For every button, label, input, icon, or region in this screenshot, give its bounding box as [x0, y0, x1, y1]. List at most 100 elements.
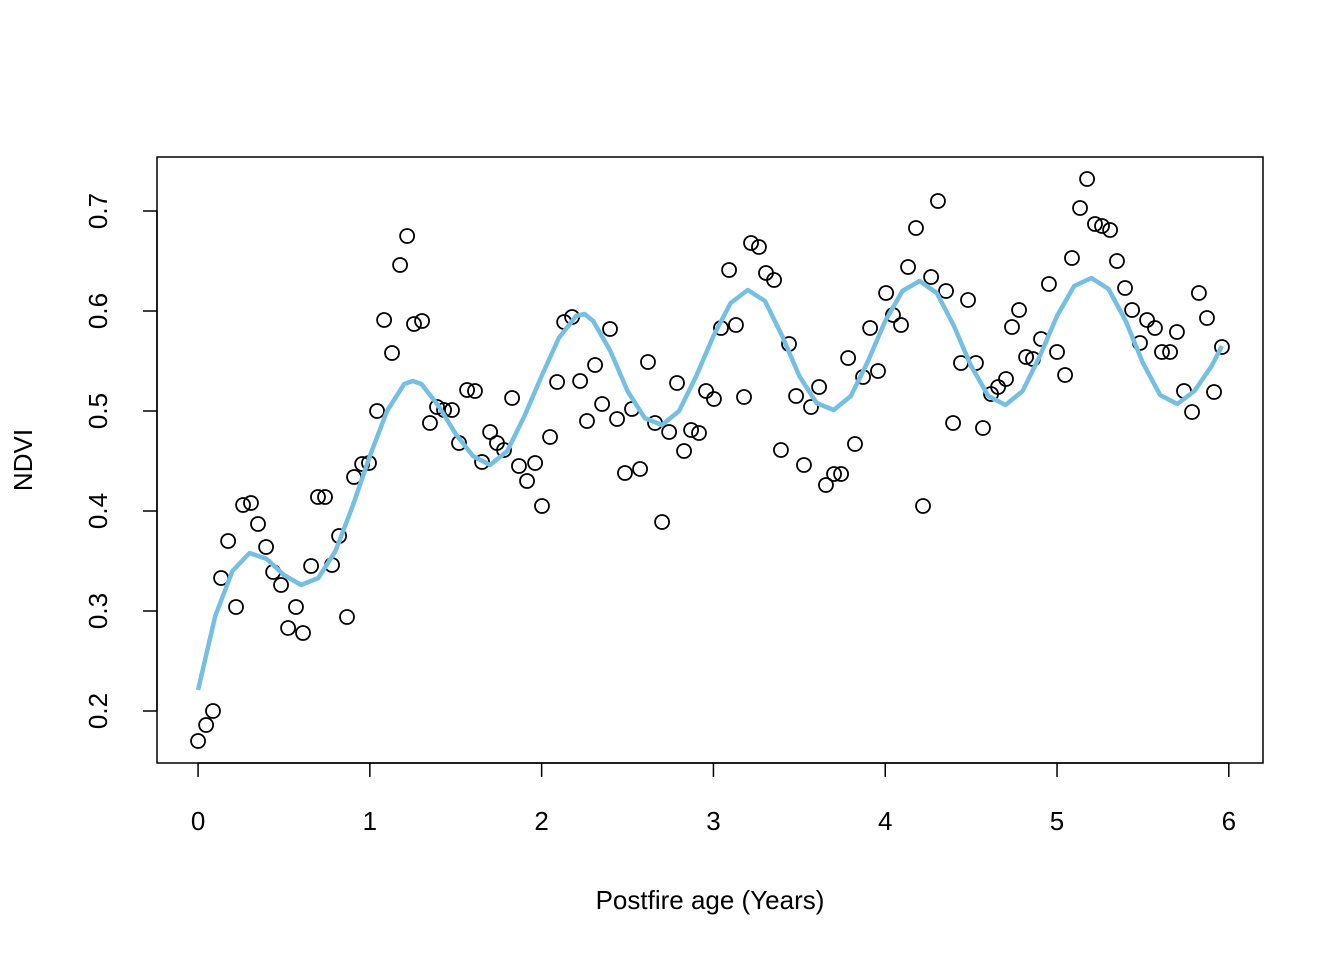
data-point [504, 390, 520, 406]
data-point [496, 442, 512, 458]
y-tick-label: 0.2 [83, 693, 113, 729]
y-tick-label: 0.7 [83, 193, 113, 229]
data-point [429, 399, 445, 415]
data-point [706, 391, 722, 407]
data-point [542, 429, 558, 445]
y-tick-label: 0.6 [83, 293, 113, 329]
data-point [736, 389, 752, 405]
data-point [594, 396, 611, 412]
data-point [945, 415, 961, 431]
data-point [414, 313, 430, 329]
data-point [1049, 344, 1065, 360]
data-point [1184, 404, 1200, 420]
y-tick-label: 0.5 [83, 393, 113, 429]
data-point [317, 489, 333, 505]
data-point [796, 457, 812, 473]
data-point [587, 357, 603, 373]
data-point [1124, 302, 1140, 318]
data-point [998, 371, 1014, 387]
data-point [1199, 310, 1215, 326]
data-point [579, 413, 595, 429]
data-point [310, 489, 326, 505]
data-point [444, 402, 460, 418]
x-tick-label: 4 [878, 806, 892, 836]
data-point [751, 239, 767, 255]
data-point [691, 425, 707, 441]
data-point [527, 455, 544, 471]
data-point [1154, 344, 1170, 360]
data-point [1162, 344, 1178, 360]
data-point [862, 320, 879, 336]
data-point [818, 477, 834, 493]
data-point [1011, 302, 1027, 318]
data-point [303, 558, 319, 574]
data-point [467, 383, 483, 399]
data-point [220, 533, 237, 549]
data-point [1117, 280, 1133, 296]
data-point [572, 373, 589, 389]
data-point [721, 262, 737, 278]
data-point [923, 269, 939, 285]
data-point [1041, 276, 1057, 292]
data-point [369, 403, 385, 419]
data-point [1079, 171, 1095, 187]
data-point [938, 283, 954, 299]
data-point [669, 375, 685, 391]
data-point [198, 717, 215, 733]
data-point [392, 257, 408, 273]
data-point [190, 733, 206, 749]
data-point [384, 345, 400, 361]
data-point [1004, 319, 1020, 335]
data-point [640, 354, 656, 370]
y-axis-label: NDVI [8, 429, 38, 491]
data-point [549, 374, 566, 390]
data-point [773, 442, 789, 458]
plot-frame [156, 156, 1264, 764]
data-point [632, 461, 648, 477]
data-point [698, 383, 714, 399]
y-tick-label: 0.3 [83, 593, 113, 629]
data-point [1169, 324, 1185, 340]
data-point [833, 466, 849, 482]
data-point [258, 539, 274, 555]
y-tick-label: 0.4 [83, 493, 113, 529]
data-point [406, 316, 422, 332]
data-point [990, 379, 1006, 395]
data-point [482, 424, 499, 440]
data-point [870, 363, 886, 379]
data-point [519, 473, 535, 489]
data-point [654, 514, 670, 530]
data-point [250, 516, 266, 532]
data-point [1206, 384, 1222, 400]
data-point [534, 498, 550, 514]
data-point [205, 703, 221, 719]
data-point [960, 292, 976, 308]
data-point [273, 577, 289, 593]
data-point [840, 350, 857, 366]
data-point [915, 498, 931, 514]
data-point [878, 285, 894, 301]
data-point [1139, 312, 1155, 328]
data-point [280, 620, 296, 636]
data-point [295, 625, 311, 641]
data-point [728, 317, 744, 333]
x-tick-label: 2 [534, 806, 548, 836]
x-tick-label: 0 [191, 806, 205, 836]
data-point [788, 388, 804, 404]
data-point [683, 422, 700, 438]
data-point [1147, 320, 1163, 336]
data-point [243, 495, 259, 511]
data-point [661, 424, 678, 440]
data-point [826, 466, 842, 482]
data-point [376, 312, 393, 328]
x-axis-label: Postfire age (Years) [596, 885, 825, 915]
data-point [975, 420, 991, 436]
data-point [1072, 200, 1088, 216]
data-point [1094, 218, 1110, 234]
data-point [459, 382, 475, 398]
data-point [908, 220, 924, 236]
data-point [1018, 349, 1034, 365]
data-point [399, 228, 416, 244]
data-point [676, 443, 692, 459]
data-point [847, 436, 863, 452]
